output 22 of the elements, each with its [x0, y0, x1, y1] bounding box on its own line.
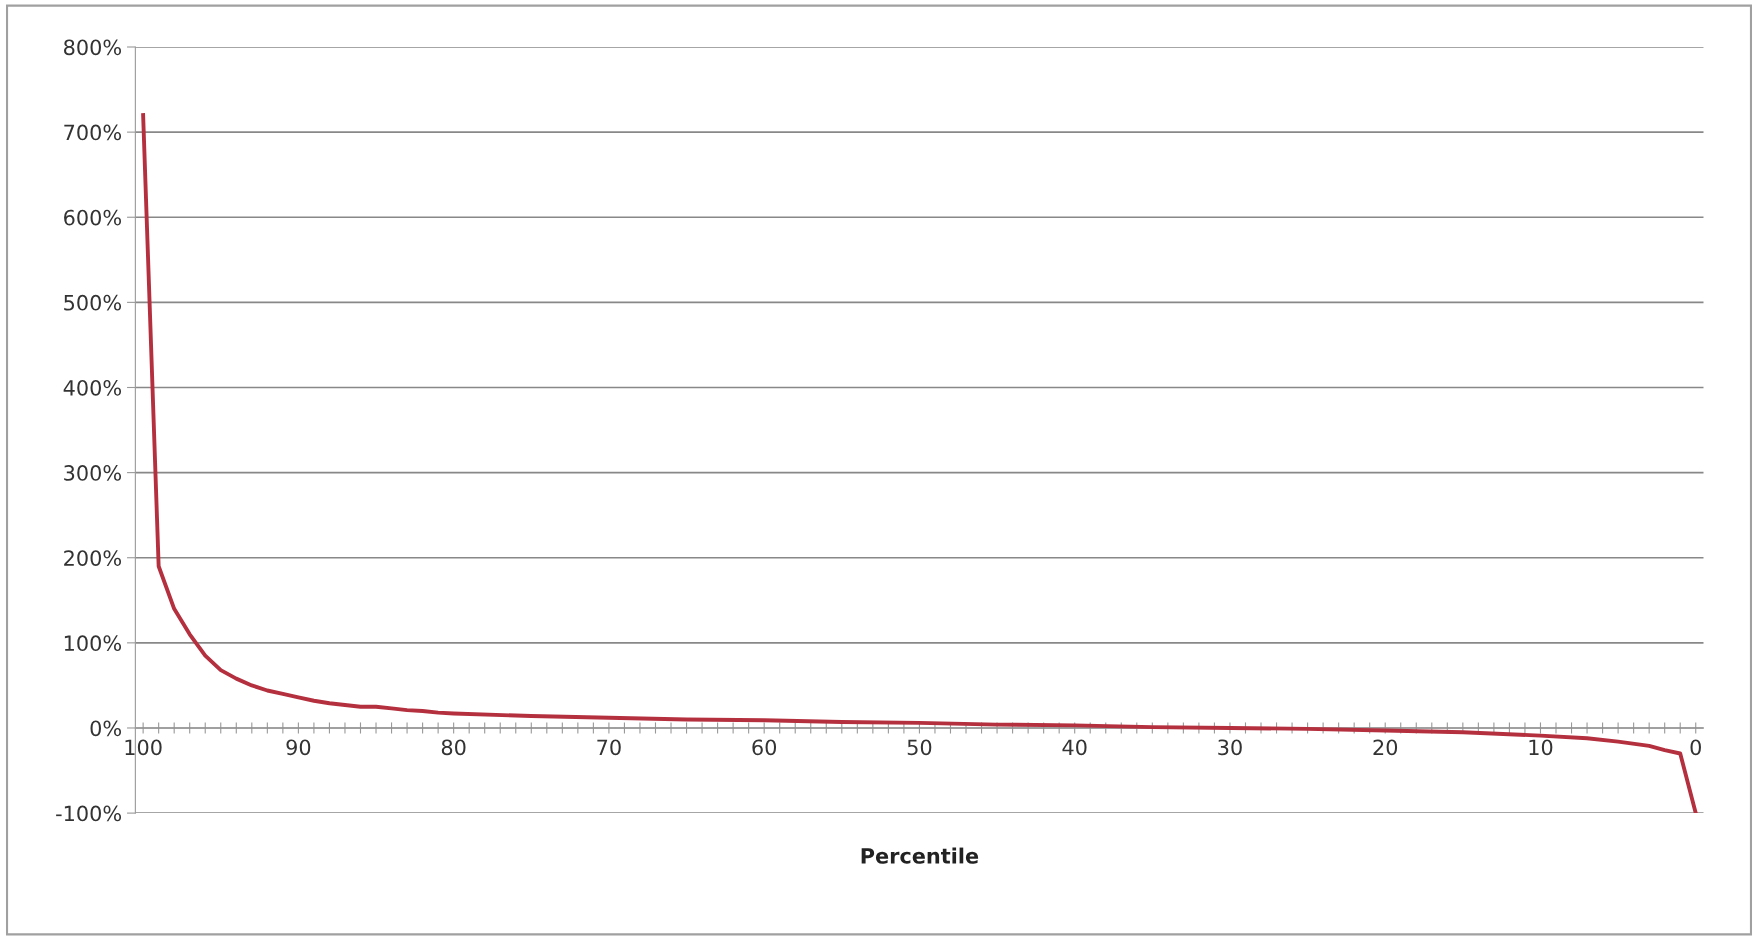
x-tick-label: 40 — [1062, 739, 1087, 756]
y-tick-label: 700% — [64, 124, 122, 141]
x-tick-label: 50 — [907, 739, 932, 756]
x-tick-label: 60 — [752, 739, 777, 756]
x-tick-label: 10 — [1529, 739, 1553, 756]
y-tick-label: 100% — [64, 635, 122, 652]
x-tick-label: 80 — [441, 739, 466, 756]
y-tick-label: 300% — [64, 465, 122, 481]
x-axis-title: Percentile — [861, 847, 979, 864]
x-tick-label: 90 — [286, 739, 311, 756]
y-tick-label: 500% — [64, 294, 122, 311]
y-tick-label: 0% — [90, 720, 122, 737]
y-tick-label: 600% — [64, 209, 122, 226]
y-tick-label: 200% — [64, 550, 122, 566]
x-tick-label: 30 — [1218, 739, 1242, 756]
y-tick-label: 800% — [64, 39, 122, 56]
x-tick-label: 20 — [1373, 739, 1398, 756]
y-tick-label: -100% — [56, 805, 122, 822]
x-tick-label: 100 — [125, 739, 162, 756]
x-tick-label: 70 — [597, 739, 621, 756]
x-tick-label: 0 — [1690, 739, 1701, 756]
y-tick-label: 400% — [63, 379, 122, 396]
